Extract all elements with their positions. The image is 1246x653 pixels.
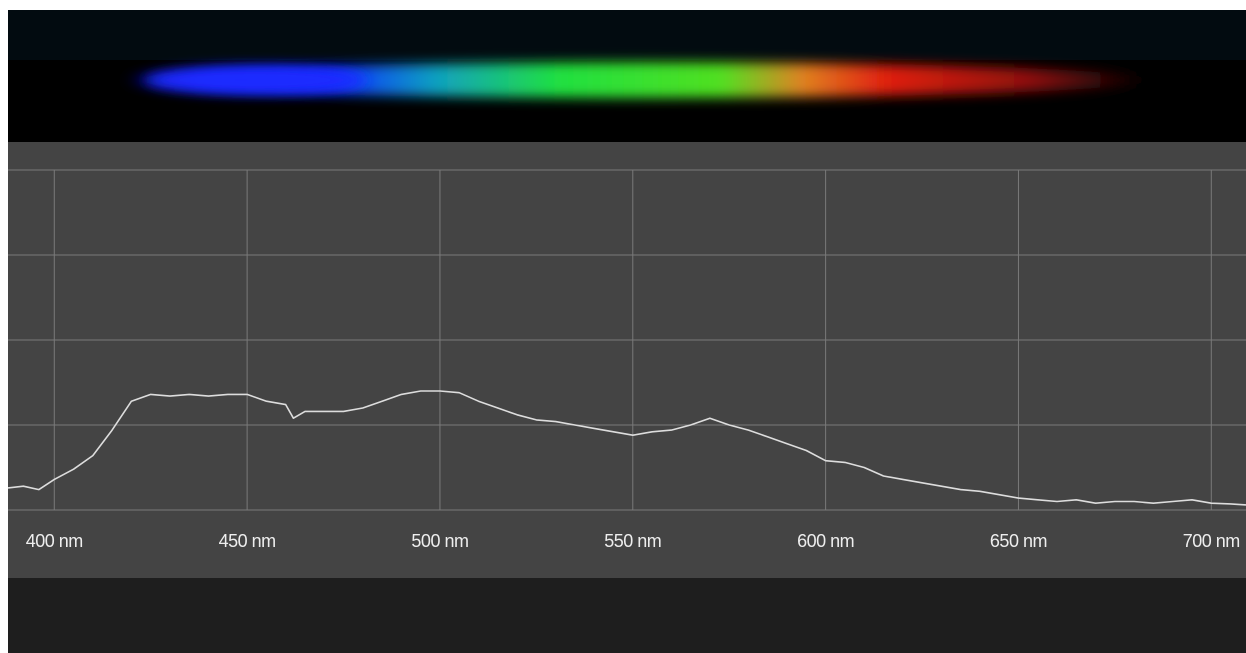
bottom-panel	[8, 578, 1246, 653]
spectrometer: 400 nm 450 nm 500 nm 550 nm 600 nm 650 nm 700 …	[0, 0, 1246, 653]
x-tick-label: 400 nm	[26, 531, 83, 551]
x-tick-label: 700 nm	[1183, 531, 1240, 551]
chart-area	[8, 142, 1246, 578]
x-tick-label: 650 nm	[990, 531, 1047, 551]
page: 400 nm 450 nm 500 nm 550 nm 600 nm 650 nm 700 …	[0, 0, 1246, 653]
x-tick-label: 500 nm	[411, 531, 468, 551]
x-tick-label: 450 nm	[219, 531, 276, 551]
spectrum-blue	[145, 66, 365, 94]
x-tick-label: 550 nm	[604, 531, 661, 551]
x-tick-label: 600 nm	[797, 531, 854, 551]
spectrum-glow	[8, 10, 1246, 60]
